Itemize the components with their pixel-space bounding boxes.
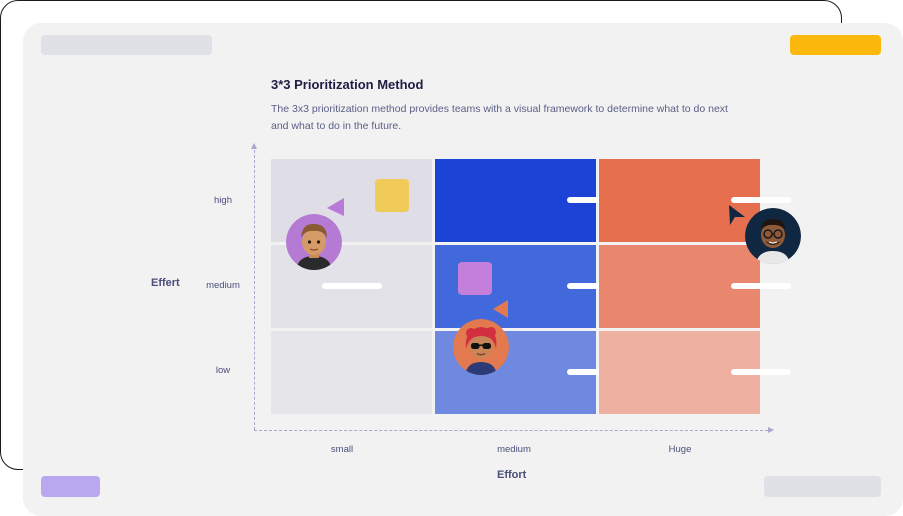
bottom-left-action-button[interactable] — [41, 476, 100, 497]
page-description: The 3x3 prioritization method provides t… — [271, 103, 728, 132]
x-axis-title: Effort — [497, 469, 527, 481]
top-left-placeholder-bar — [41, 35, 212, 55]
cell-placeholder-bar — [322, 283, 382, 289]
cell-placeholder-bar — [731, 197, 791, 203]
bottom-right-placeholder-bar — [764, 476, 881, 497]
row-label-low: low — [215, 365, 231, 376]
sticky-note-yellow[interactable] — [375, 179, 409, 212]
y-axis-title: Effert — [151, 277, 180, 289]
column-label-huge: Huge — [668, 444, 692, 455]
avatar-man-glasses-icon[interactable] — [745, 208, 801, 264]
cursor-arrow-icon — [493, 300, 508, 318]
cell-placeholder-bar — [567, 283, 627, 289]
y-axis-line — [254, 150, 255, 430]
cell-placeholder-bar — [731, 369, 791, 375]
avatar-woman-sunglasses-icon[interactable] — [453, 319, 509, 375]
cell-placeholder-bar — [567, 369, 627, 375]
cursor-arrow-icon — [729, 205, 745, 225]
x-axis-arrow-icon — [768, 427, 774, 433]
row-label-medium: medium — [206, 280, 240, 291]
page-title: 3*3 Prioritization Method — [271, 77, 424, 92]
sticky-note-purple[interactable] — [458, 262, 492, 295]
top-right-action-button[interactable] — [790, 35, 881, 55]
cell-placeholder-bar — [567, 197, 627, 203]
avatar-man-icon[interactable] — [286, 214, 342, 270]
cursor-arrow-icon — [327, 198, 344, 216]
matrix-cell-low-small[interactable] — [271, 331, 432, 414]
row-label-high: high — [214, 195, 232, 206]
x-axis-line — [254, 430, 768, 431]
column-label-small: small — [330, 444, 354, 455]
column-label-medium: medium — [497, 444, 531, 455]
y-axis-arrow-icon — [251, 143, 257, 149]
cell-placeholder-bar — [731, 283, 791, 289]
